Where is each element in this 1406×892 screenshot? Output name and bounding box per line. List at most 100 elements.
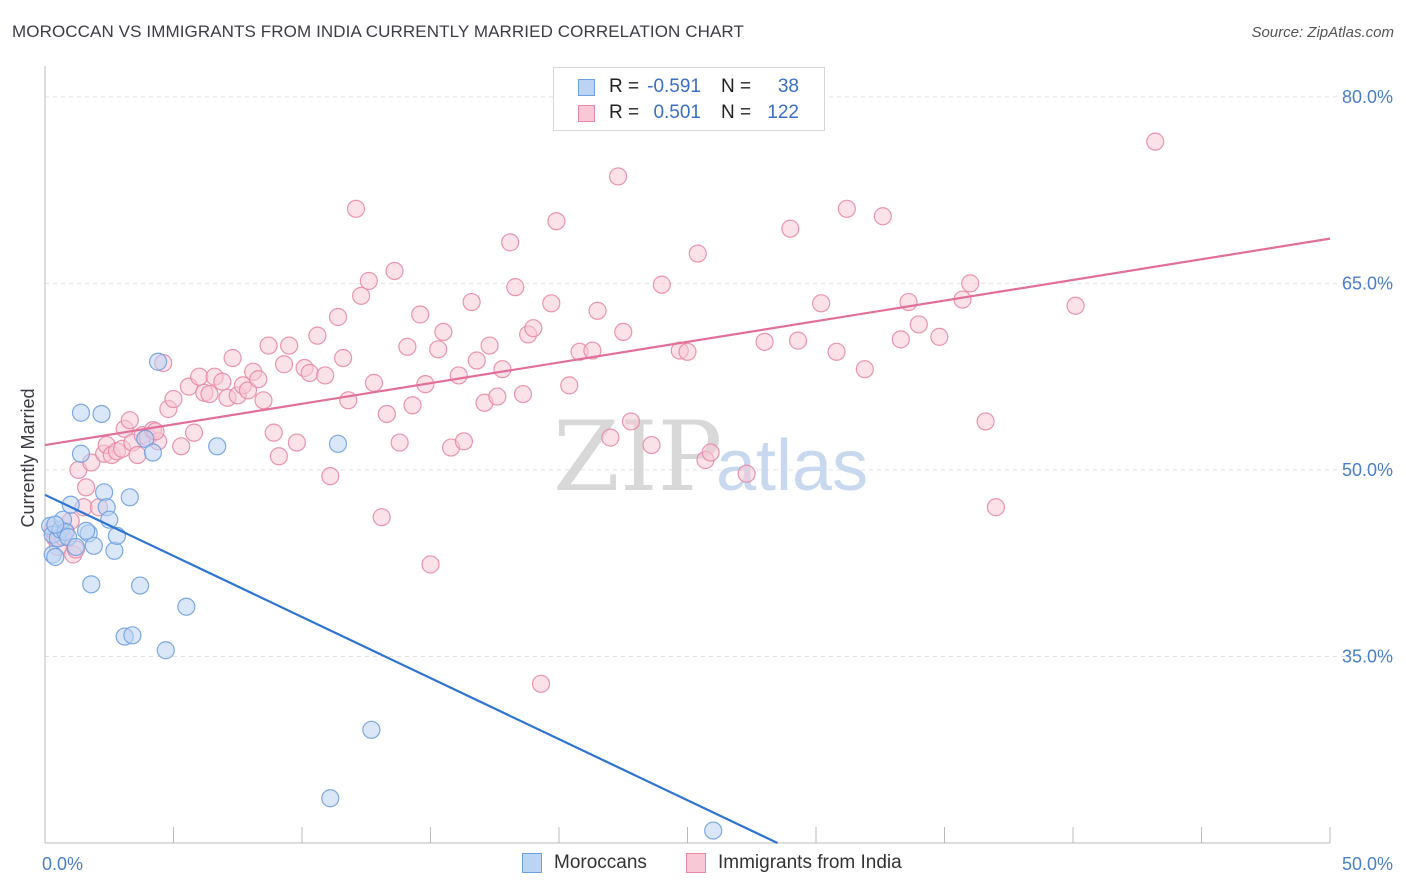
data-point-india	[328, 307, 348, 327]
data-point-moroccans	[71, 444, 91, 463]
data-point-india	[788, 331, 808, 350]
legend-row-india: R = 0.501 N = 122	[578, 100, 799, 126]
trend-lines	[44, 237, 1331, 844]
series-legend: Moroccans Immigrants from India	[0, 852, 1406, 878]
data-point-india	[513, 384, 533, 404]
data-point-india	[259, 336, 278, 355]
data-point-india	[601, 428, 620, 447]
data-point-india	[961, 274, 980, 293]
data-point-india	[421, 555, 440, 574]
data-point-moroccans	[77, 521, 96, 540]
data-point-moroccans	[321, 789, 340, 808]
source-credit: Source: ZipAtlas.com	[1251, 24, 1394, 41]
data-point-india	[930, 327, 949, 346]
x-tick-label: 0.0%	[42, 854, 83, 874]
data-point-india	[287, 433, 306, 452]
trend-line-moroccans	[44, 493, 778, 844]
data-point-moroccans	[328, 434, 348, 453]
data-point-india	[542, 294, 561, 313]
data-point-india	[891, 330, 910, 349]
data-point-moroccans	[208, 437, 227, 456]
data-point-india	[986, 498, 1006, 517]
legend-n-label: N =	[721, 102, 752, 123]
data-point-india	[128, 445, 147, 465]
y-tick-label: 50.0%	[1342, 460, 1393, 480]
data-point-india	[249, 370, 268, 389]
data-point-india	[334, 348, 353, 368]
data-point-india	[480, 336, 499, 355]
data-point-india	[462, 292, 481, 312]
data-point-india	[837, 199, 856, 218]
data-point-moroccans	[136, 429, 155, 448]
data-point-moroccans	[704, 821, 723, 840]
data-point-india	[223, 348, 242, 368]
series-label-india: Immigrants from India	[718, 852, 902, 873]
data-point-india	[812, 294, 831, 313]
data-point-india	[359, 271, 378, 291]
series-swatch-india	[686, 853, 706, 873]
data-point-india	[172, 437, 191, 456]
data-point-india	[609, 167, 628, 186]
data-point-moroccans	[177, 597, 196, 616]
y-axis-label: Currently Married	[18, 388, 38, 527]
series-legend-india: Immigrants from India	[686, 852, 902, 874]
legend-row-moroccans: R = -0.591 N = 38	[578, 74, 799, 100]
data-point-india	[77, 478, 96, 497]
data-point-moroccans	[362, 720, 381, 739]
data-point-india	[316, 366, 335, 385]
data-point-india	[855, 360, 874, 379]
y-tick-label: 65.0%	[1342, 273, 1393, 293]
data-point-india	[467, 351, 486, 370]
legend-n-value: 38	[777, 76, 799, 97]
data-point-india	[976, 412, 995, 431]
data-point-india	[300, 363, 319, 383]
data-point-india	[737, 464, 756, 483]
data-point-india	[352, 286, 371, 305]
data-point-india	[755, 332, 774, 351]
data-point-india	[501, 233, 520, 252]
legend-n-value: 122	[767, 102, 799, 123]
x-tick-label: 50.0%	[1342, 854, 1393, 874]
data-point-moroccans	[71, 403, 91, 422]
data-point-moroccans	[46, 547, 65, 567]
data-point-india	[873, 207, 892, 226]
data-point-moroccans	[82, 575, 101, 594]
data-point-india	[429, 340, 448, 359]
data-point-india	[547, 212, 566, 231]
series-legend-moroccans: Moroccans	[522, 852, 647, 874]
data-point-india	[308, 326, 327, 345]
data-point-india	[701, 443, 720, 462]
data-point-india	[531, 674, 551, 693]
data-point-india	[454, 432, 474, 451]
data-point-india	[184, 423, 204, 442]
data-point-moroccans	[156, 641, 175, 660]
data-point-india	[434, 322, 453, 342]
correlation-legend: R = -0.591 N = 38 R = 0.501 N = 122	[553, 67, 825, 131]
data-point-moroccans	[148, 352, 168, 371]
series-swatch-moroccans	[522, 853, 542, 873]
data-point-india	[120, 411, 139, 430]
legend-n-label: N =	[721, 76, 752, 97]
axes	[44, 66, 1331, 844]
data-point-india	[190, 367, 209, 386]
watermark-atlas: atlas	[716, 426, 868, 506]
data-point-moroccans	[120, 488, 139, 507]
data-point-india	[1146, 132, 1165, 151]
data-point-india	[254, 391, 273, 410]
data-point-india	[385, 261, 404, 281]
data-point-india	[614, 322, 633, 342]
data-point-moroccans	[130, 576, 150, 595]
chart-title: MOROCCAN VS IMMIGRANTS FROM INDIA CURREN…	[12, 22, 744, 41]
data-point-india	[678, 342, 697, 361]
legend-swatch-india	[578, 104, 595, 122]
legend-r-value: 0.501	[653, 102, 701, 123]
data-point-india	[364, 373, 384, 392]
data-point-india	[390, 433, 409, 452]
data-point-india	[164, 389, 183, 409]
data-point-india	[200, 384, 219, 404]
data-point-india	[264, 423, 283, 442]
legend-r-label: R =	[609, 102, 640, 123]
data-point-india	[488, 387, 507, 406]
data-point-india	[238, 381, 258, 400]
data-point-india	[269, 447, 288, 466]
